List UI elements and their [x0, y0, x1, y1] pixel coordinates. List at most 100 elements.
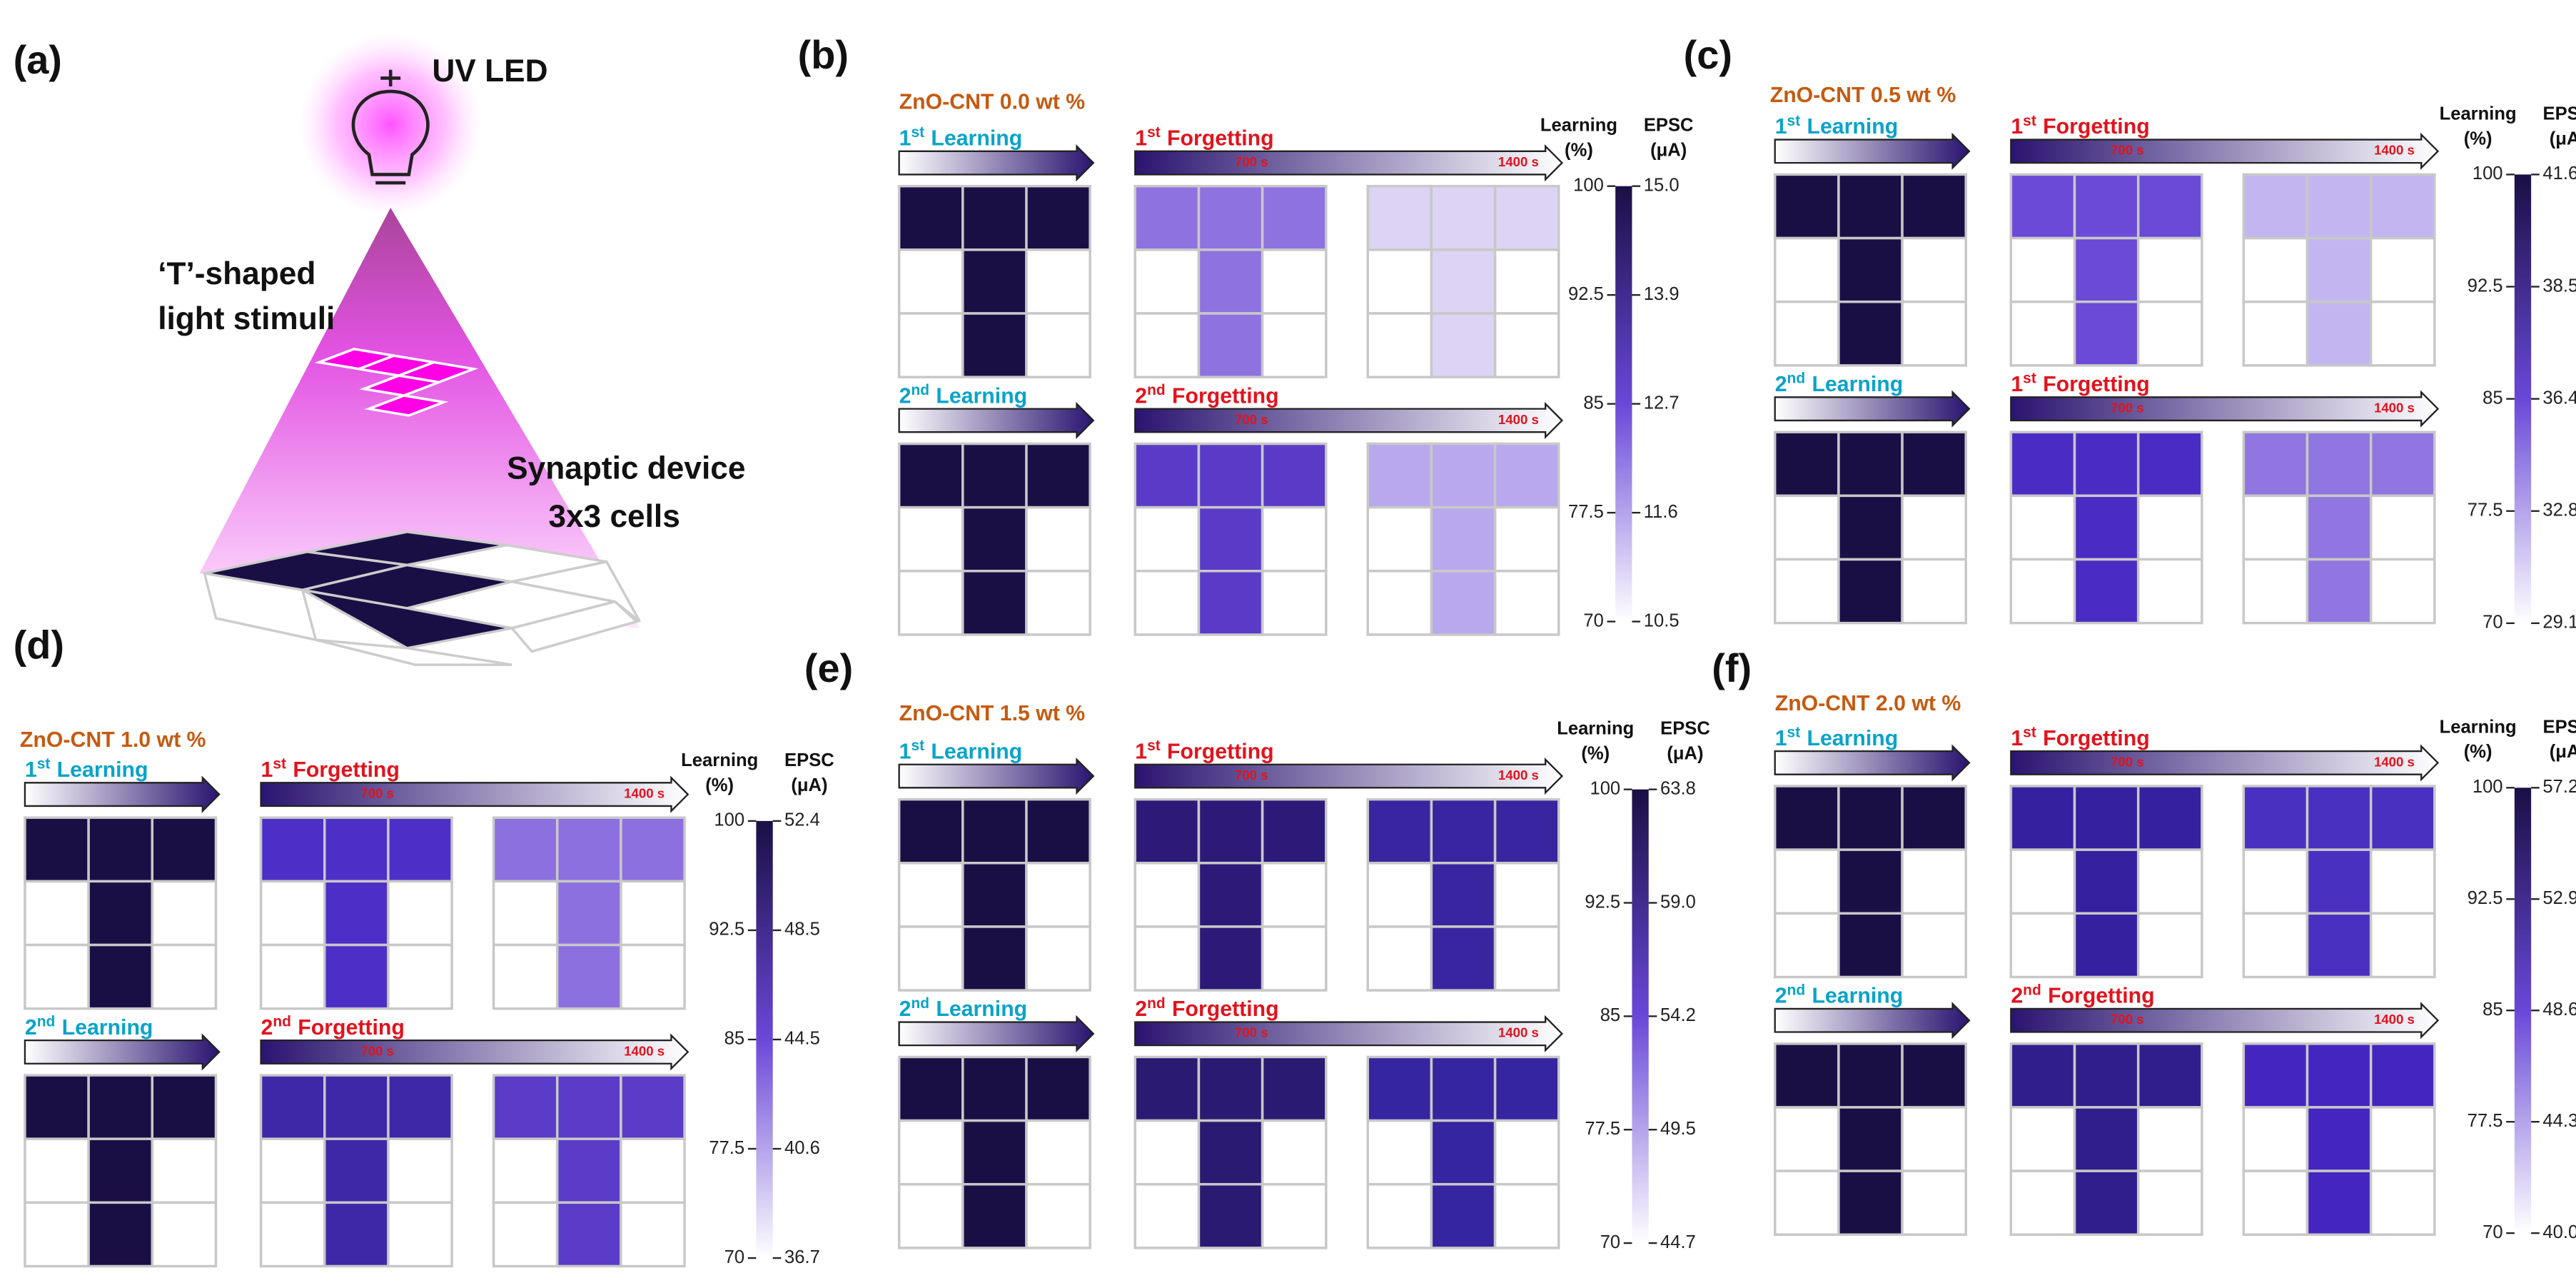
cell — [87, 943, 154, 1010]
cell — [555, 1201, 622, 1268]
cell — [2136, 785, 2203, 851]
cell — [1133, 798, 1201, 865]
colorbar-title: (%) — [2464, 742, 2492, 762]
cell — [2009, 848, 2076, 915]
colorbar-title: Learning — [2440, 717, 2517, 737]
panel-title: ZnO-CNT 2.0 wt % — [1775, 692, 1961, 715]
cell — [1901, 848, 1967, 915]
cell — [2242, 494, 2309, 561]
cell — [2073, 300, 2140, 367]
cell — [2073, 431, 2140, 498]
cell — [1773, 173, 1840, 240]
cell — [24, 1201, 90, 1268]
cell — [620, 943, 686, 1010]
time-label: 1400 s — [1498, 412, 1539, 427]
colorbar-title: Learning — [2440, 104, 2517, 124]
cell — [2009, 912, 2076, 979]
cell — [1261, 1182, 1328, 1249]
cell — [1366, 1055, 1433, 1122]
time-label: 700 s — [2111, 1012, 2144, 1027]
cell — [2369, 1106, 2436, 1172]
cell — [555, 943, 622, 1010]
cell — [151, 880, 218, 947]
cell — [1133, 570, 1201, 636]
arrow — [24, 775, 221, 813]
cell — [1133, 505, 1201, 573]
cell — [492, 1137, 559, 1204]
arrow — [2010, 744, 2440, 782]
colorbar-title: EPSC — [784, 750, 834, 770]
cell — [897, 570, 964, 636]
cell — [1493, 1119, 1560, 1186]
cell — [1025, 798, 1091, 865]
tick-label: 100 — [1573, 175, 1604, 195]
cell — [1261, 248, 1328, 315]
cell — [387, 1074, 453, 1140]
cell — [2369, 1169, 2436, 1236]
cell — [2009, 1042, 2076, 1109]
cell — [24, 1137, 90, 1204]
bulb — [351, 69, 430, 185]
cell — [2136, 558, 2203, 625]
tick-label: 36.7 — [784, 1247, 820, 1267]
tick-label: 92.5 — [2468, 888, 2503, 908]
cell — [2242, 300, 2309, 367]
section-label: 2nd Learning — [1775, 370, 1904, 396]
ordinal: 1 — [2011, 373, 2023, 396]
cell — [387, 1201, 453, 1268]
section-word: Learning — [931, 127, 1022, 151]
cell — [259, 880, 326, 947]
cell — [2369, 173, 2436, 240]
cell — [1366, 798, 1433, 865]
cell — [1366, 570, 1433, 636]
time-label: 700 s — [1235, 768, 1268, 783]
section-word: Learning — [936, 997, 1027, 1021]
cell — [387, 1137, 453, 1204]
section-word: Forgetting — [1172, 384, 1279, 408]
cell — [1261, 1119, 1328, 1186]
tick-label: 85 — [1583, 393, 1603, 413]
cell — [1837, 236, 1904, 303]
section-word: Forgetting — [293, 758, 400, 782]
cell — [2009, 173, 2076, 240]
ordinal-suffix: nd — [911, 382, 929, 398]
section-label: 1st Forgetting — [1135, 738, 1273, 764]
cell — [2369, 848, 2436, 915]
tick-label: 52.9 — [2542, 888, 2576, 908]
cell — [2305, 1169, 2373, 1236]
cell — [1901, 1169, 1967, 1236]
cell — [1366, 248, 1433, 315]
stimuli-label: ‘T’-shaped — [158, 256, 315, 291]
cell — [1773, 1106, 1840, 1172]
section-word: Learning — [936, 384, 1027, 408]
ordinal: 2 — [25, 1016, 37, 1040]
arrow — [1774, 744, 1971, 782]
ordinal-suffix: st — [2023, 112, 2036, 129]
section-label: 2nd Learning — [899, 382, 1028, 408]
tick-label: 38.5 — [2542, 276, 2576, 296]
ordinal-suffix: st — [1787, 724, 1801, 740]
cell — [323, 1137, 390, 1204]
cell — [961, 798, 1028, 865]
tick-label: 92.5 — [2468, 276, 2503, 296]
section-label: 1st Learning — [1775, 724, 1899, 750]
section-label: 1st Forgetting — [2011, 724, 2149, 750]
cell — [1133, 184, 1201, 251]
cell — [555, 1074, 622, 1140]
cell — [1901, 785, 1967, 851]
device-label: 3x3 cells — [548, 499, 680, 534]
colorbar-title: Learning — [1557, 719, 1634, 739]
cell — [387, 816, 453, 883]
cell — [961, 1055, 1028, 1122]
cell — [323, 1201, 390, 1268]
cell — [1133, 1119, 1201, 1186]
cell — [1261, 184, 1328, 251]
tick-label: 40.0 — [2542, 1222, 2576, 1242]
cell — [1773, 1042, 1840, 1109]
cell — [1901, 494, 1967, 561]
cell — [1366, 1119, 1433, 1186]
cell — [1025, 312, 1091, 378]
cell — [1261, 312, 1328, 378]
cell — [2369, 300, 2436, 367]
cell — [2305, 494, 2373, 561]
